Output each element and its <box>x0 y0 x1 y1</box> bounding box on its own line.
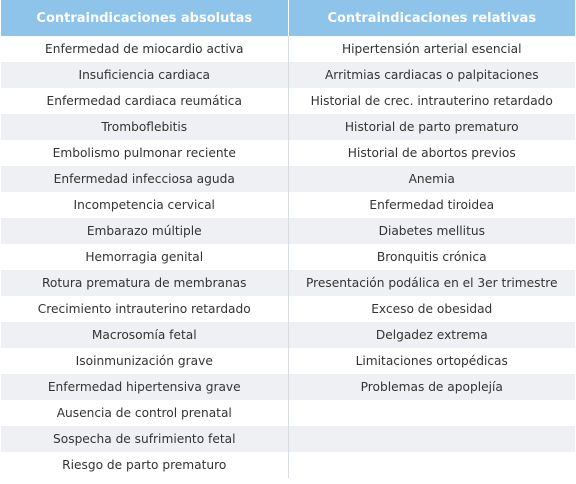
cell-absolute: Embarazo múltiple <box>1 218 289 244</box>
cell-absolute: Enfermedad cardiaca reumática <box>1 88 289 114</box>
cell-absolute: Sospecha de sufrimiento fetal <box>1 426 289 452</box>
cell-absolute: Rotura prematura de membranas <box>1 270 289 296</box>
table-row: Riesgo de parto prematuro <box>1 452 575 478</box>
table-row: Sospecha de sufrimiento fetal <box>1 426 575 452</box>
table-row: Macrosomía fetal Delgadez extrema <box>1 322 575 348</box>
table-row: Rotura prematura de membranas Presentaci… <box>1 270 575 296</box>
cell-relative: Arritmias cardiacas o palpitaciones <box>288 62 575 88</box>
header-relative-contraindications: Contraindicaciones relativas <box>288 0 575 36</box>
table-row: Hemorragia genital Bronquitis crónica <box>1 244 575 270</box>
table-row: Embolismo pulmonar reciente Historial de… <box>1 140 575 166</box>
cell-absolute: Enfermedad hipertensiva grave <box>1 374 289 400</box>
cell-absolute: Insuficiencia cardiaca <box>1 62 289 88</box>
table-body: Enfermedad de miocardio activa Hipertens… <box>1 36 575 478</box>
cell-absolute: Embolismo pulmonar reciente <box>1 140 289 166</box>
cell-relative: Bronquitis crónica <box>288 244 575 270</box>
cell-relative: Presentación podálica en el 3er trimestr… <box>288 270 575 296</box>
cell-absolute: Tromboflebitis <box>1 114 289 140</box>
table-row: Enfermedad hipertensiva grave Problemas … <box>1 374 575 400</box>
table-header: Contraindicaciones absolutas Contraindic… <box>1 0 575 36</box>
cell-absolute: Enfermedad de miocardio activa <box>1 36 289 62</box>
table-row: Embarazo múltiple Diabetes mellitus <box>1 218 575 244</box>
cell-absolute: Isoinmunización grave <box>1 348 289 374</box>
cell-relative <box>288 400 575 426</box>
cell-absolute: Enfermedad infecciosa aguda <box>1 166 289 192</box>
cell-absolute: Incompetencia cervical <box>1 192 289 218</box>
table-row: Tromboflebitis Historial de parto premat… <box>1 114 575 140</box>
cell-relative: Historial de parto prematuro <box>288 114 575 140</box>
table-row: Enfermedad infecciosa aguda Anemia <box>1 166 575 192</box>
cell-relative: Problemas de apoplejía <box>288 374 575 400</box>
cell-absolute: Hemorragia genital <box>1 244 289 270</box>
cell-relative <box>288 452 575 478</box>
cell-relative: Exceso de obesidad <box>288 296 575 322</box>
table-row: Crecimiento intrauterino retardado Exces… <box>1 296 575 322</box>
table-row: Ausencia de control prenatal <box>1 400 575 426</box>
cell-absolute: Ausencia de control prenatal <box>1 400 289 426</box>
table-row: Enfermedad de miocardio activa Hipertens… <box>1 36 575 62</box>
cell-relative: Delgadez extrema <box>288 322 575 348</box>
cell-relative <box>288 426 575 452</box>
cell-relative: Enfermedad tiroidea <box>288 192 575 218</box>
header-row: Contraindicaciones absolutas Contraindic… <box>1 0 575 36</box>
table-row: Enfermedad cardiaca reumática Historial … <box>1 88 575 114</box>
header-absolute-contraindications: Contraindicaciones absolutas <box>1 0 289 36</box>
cell-relative: Historial de crec. intrauterino retardad… <box>288 88 575 114</box>
table-row: Insuficiencia cardiaca Arritmias cardiac… <box>1 62 575 88</box>
cell-relative: Diabetes mellitus <box>288 218 575 244</box>
cell-absolute: Macrosomía fetal <box>1 322 289 348</box>
table-row: Isoinmunización grave Limitaciones ortop… <box>1 348 575 374</box>
cell-relative: Anemia <box>288 166 575 192</box>
cell-relative: Hipertensión arterial esencial <box>288 36 575 62</box>
cell-absolute: Crecimiento intrauterino retardado <box>1 296 289 322</box>
cell-relative: Historial de abortos previos <box>288 140 575 166</box>
table-row: Incompetencia cervical Enfermedad tiroid… <box>1 192 575 218</box>
cell-absolute: Riesgo de parto prematuro <box>1 452 289 478</box>
cell-relative: Limitaciones ortopédicas <box>288 348 575 374</box>
